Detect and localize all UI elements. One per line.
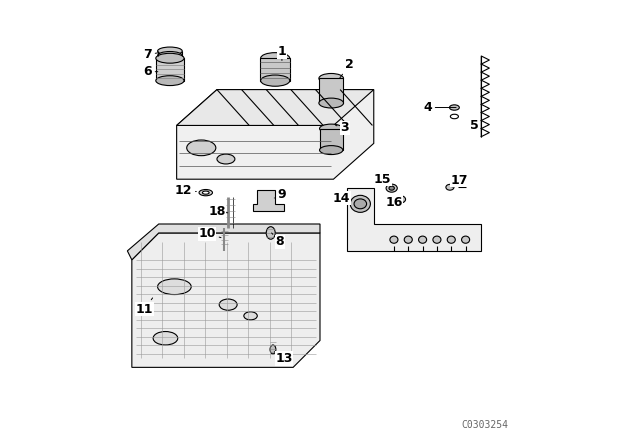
Text: 2: 2 bbox=[340, 58, 353, 78]
Ellipse shape bbox=[461, 236, 470, 243]
Ellipse shape bbox=[419, 236, 427, 243]
Bar bbox=[260, 58, 289, 81]
Ellipse shape bbox=[319, 73, 344, 83]
Text: C0303254: C0303254 bbox=[461, 420, 508, 430]
Text: 17: 17 bbox=[450, 173, 468, 187]
Ellipse shape bbox=[270, 345, 276, 354]
Text: 14: 14 bbox=[333, 191, 350, 205]
Ellipse shape bbox=[386, 184, 397, 192]
Text: 8: 8 bbox=[271, 233, 284, 249]
Ellipse shape bbox=[354, 199, 367, 209]
Polygon shape bbox=[347, 188, 481, 251]
Text: 4: 4 bbox=[423, 101, 456, 114]
Ellipse shape bbox=[266, 227, 275, 239]
Ellipse shape bbox=[447, 236, 455, 243]
Text: 15: 15 bbox=[374, 172, 392, 186]
Text: 7: 7 bbox=[143, 48, 158, 61]
Polygon shape bbox=[253, 190, 284, 211]
Text: 16: 16 bbox=[385, 196, 403, 209]
Ellipse shape bbox=[156, 76, 184, 86]
Ellipse shape bbox=[433, 236, 441, 243]
Ellipse shape bbox=[389, 186, 394, 190]
Bar bbox=[156, 58, 184, 81]
Text: 3: 3 bbox=[336, 121, 349, 134]
Ellipse shape bbox=[260, 75, 290, 86]
Polygon shape bbox=[132, 233, 320, 367]
Bar bbox=[319, 78, 343, 103]
Ellipse shape bbox=[446, 185, 454, 190]
Ellipse shape bbox=[157, 52, 182, 60]
Text: 1: 1 bbox=[278, 45, 286, 60]
Ellipse shape bbox=[390, 236, 398, 243]
Text: 5: 5 bbox=[470, 118, 481, 132]
Polygon shape bbox=[177, 90, 374, 125]
Ellipse shape bbox=[157, 47, 182, 55]
Text: 11: 11 bbox=[136, 298, 153, 316]
Ellipse shape bbox=[350, 195, 371, 212]
Text: 13: 13 bbox=[275, 352, 293, 365]
Ellipse shape bbox=[319, 146, 343, 155]
Text: 9: 9 bbox=[275, 188, 286, 202]
Text: 12: 12 bbox=[175, 184, 196, 197]
Ellipse shape bbox=[219, 299, 237, 310]
Ellipse shape bbox=[319, 98, 344, 108]
Ellipse shape bbox=[187, 140, 216, 155]
Ellipse shape bbox=[199, 190, 212, 196]
Text: 18: 18 bbox=[208, 205, 228, 218]
Ellipse shape bbox=[404, 236, 412, 243]
Text: 6: 6 bbox=[143, 65, 158, 78]
Ellipse shape bbox=[157, 279, 191, 295]
Polygon shape bbox=[127, 224, 320, 260]
Ellipse shape bbox=[217, 154, 235, 164]
Text: 10: 10 bbox=[198, 227, 221, 241]
Bar bbox=[319, 129, 343, 150]
Ellipse shape bbox=[244, 312, 257, 320]
Ellipse shape bbox=[396, 196, 406, 203]
Ellipse shape bbox=[156, 53, 184, 63]
Ellipse shape bbox=[319, 124, 343, 133]
Ellipse shape bbox=[202, 191, 209, 194]
Ellipse shape bbox=[153, 332, 178, 345]
Ellipse shape bbox=[260, 52, 290, 64]
Ellipse shape bbox=[449, 105, 460, 110]
Polygon shape bbox=[177, 90, 374, 179]
